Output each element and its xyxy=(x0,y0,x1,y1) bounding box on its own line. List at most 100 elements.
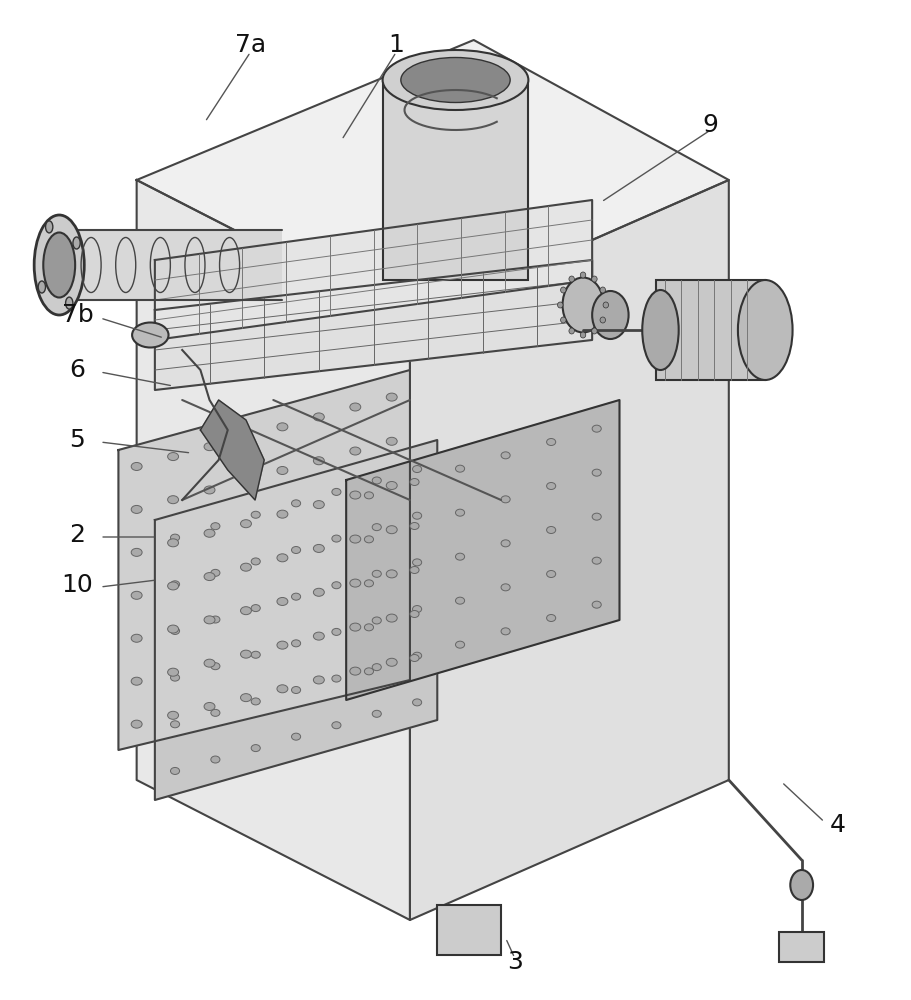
Polygon shape xyxy=(118,370,410,750)
Ellipse shape xyxy=(373,710,382,717)
Ellipse shape xyxy=(168,668,179,676)
Ellipse shape xyxy=(292,640,301,647)
Text: 1: 1 xyxy=(388,33,404,57)
Ellipse shape xyxy=(170,627,179,634)
Text: 2: 2 xyxy=(69,523,86,547)
Ellipse shape xyxy=(569,276,574,282)
Ellipse shape xyxy=(204,616,215,624)
Polygon shape xyxy=(155,200,592,340)
Ellipse shape xyxy=(131,677,142,685)
Ellipse shape xyxy=(386,658,397,666)
Bar xyxy=(59,230,282,300)
Ellipse shape xyxy=(131,634,142,642)
Ellipse shape xyxy=(350,403,361,411)
Ellipse shape xyxy=(547,570,556,578)
Ellipse shape xyxy=(386,614,397,622)
Ellipse shape xyxy=(547,614,556,621)
Ellipse shape xyxy=(277,554,288,562)
Ellipse shape xyxy=(277,685,288,693)
Ellipse shape xyxy=(332,675,341,682)
Ellipse shape xyxy=(170,721,179,728)
Bar xyxy=(656,280,765,380)
Ellipse shape xyxy=(580,332,586,338)
Ellipse shape xyxy=(292,500,301,507)
Ellipse shape xyxy=(568,328,574,334)
Ellipse shape xyxy=(410,479,419,486)
Ellipse shape xyxy=(292,546,301,553)
Ellipse shape xyxy=(277,597,288,605)
Text: 10: 10 xyxy=(62,573,93,597)
Ellipse shape xyxy=(410,522,419,530)
Ellipse shape xyxy=(35,215,84,315)
Ellipse shape xyxy=(790,870,814,900)
Ellipse shape xyxy=(413,699,422,706)
Ellipse shape xyxy=(386,570,397,578)
Text: 9: 9 xyxy=(702,113,719,137)
Text: 7a: 7a xyxy=(235,33,266,57)
Ellipse shape xyxy=(131,591,142,599)
Ellipse shape xyxy=(413,652,422,659)
Polygon shape xyxy=(155,440,437,800)
Ellipse shape xyxy=(241,563,251,571)
Ellipse shape xyxy=(592,328,598,334)
Ellipse shape xyxy=(558,302,563,308)
Ellipse shape xyxy=(251,558,261,565)
Ellipse shape xyxy=(170,767,179,774)
Ellipse shape xyxy=(241,694,251,702)
Ellipse shape xyxy=(46,221,53,233)
Ellipse shape xyxy=(350,491,361,499)
Ellipse shape xyxy=(350,535,361,543)
Ellipse shape xyxy=(383,50,528,110)
Ellipse shape xyxy=(456,597,465,604)
Ellipse shape xyxy=(204,702,215,710)
Ellipse shape xyxy=(204,486,215,494)
Ellipse shape xyxy=(580,272,586,278)
Text: 7b: 7b xyxy=(62,303,93,327)
Ellipse shape xyxy=(456,509,465,516)
Ellipse shape xyxy=(364,536,374,543)
Text: 5: 5 xyxy=(69,428,86,452)
Ellipse shape xyxy=(241,476,251,484)
Ellipse shape xyxy=(373,524,382,531)
Ellipse shape xyxy=(456,553,465,560)
Ellipse shape xyxy=(592,513,601,520)
Ellipse shape xyxy=(332,582,341,589)
Ellipse shape xyxy=(364,624,374,631)
Ellipse shape xyxy=(313,457,324,465)
Ellipse shape xyxy=(592,469,601,476)
Ellipse shape xyxy=(251,698,261,705)
Ellipse shape xyxy=(277,510,288,518)
Ellipse shape xyxy=(364,668,374,675)
Ellipse shape xyxy=(364,580,374,587)
Ellipse shape xyxy=(332,628,341,635)
Bar xyxy=(437,905,501,955)
Ellipse shape xyxy=(386,393,397,401)
Ellipse shape xyxy=(241,607,251,615)
Polygon shape xyxy=(200,400,264,500)
Ellipse shape xyxy=(373,570,382,577)
Ellipse shape xyxy=(332,488,341,495)
Ellipse shape xyxy=(373,477,382,484)
Ellipse shape xyxy=(204,443,215,451)
Ellipse shape xyxy=(642,290,679,370)
Ellipse shape xyxy=(204,573,215,581)
Ellipse shape xyxy=(131,720,142,728)
Polygon shape xyxy=(137,40,729,320)
Ellipse shape xyxy=(332,535,341,542)
Polygon shape xyxy=(155,260,592,390)
Ellipse shape xyxy=(241,650,251,658)
Ellipse shape xyxy=(251,651,261,658)
Ellipse shape xyxy=(501,496,510,503)
Ellipse shape xyxy=(73,237,80,249)
Ellipse shape xyxy=(210,663,220,670)
Ellipse shape xyxy=(251,605,261,612)
Ellipse shape xyxy=(210,569,220,576)
Ellipse shape xyxy=(292,593,301,600)
Ellipse shape xyxy=(603,302,609,308)
Ellipse shape xyxy=(204,659,215,667)
Polygon shape xyxy=(346,400,619,700)
Ellipse shape xyxy=(600,317,606,323)
Ellipse shape xyxy=(373,617,382,624)
Ellipse shape xyxy=(560,317,566,323)
Ellipse shape xyxy=(456,465,465,472)
